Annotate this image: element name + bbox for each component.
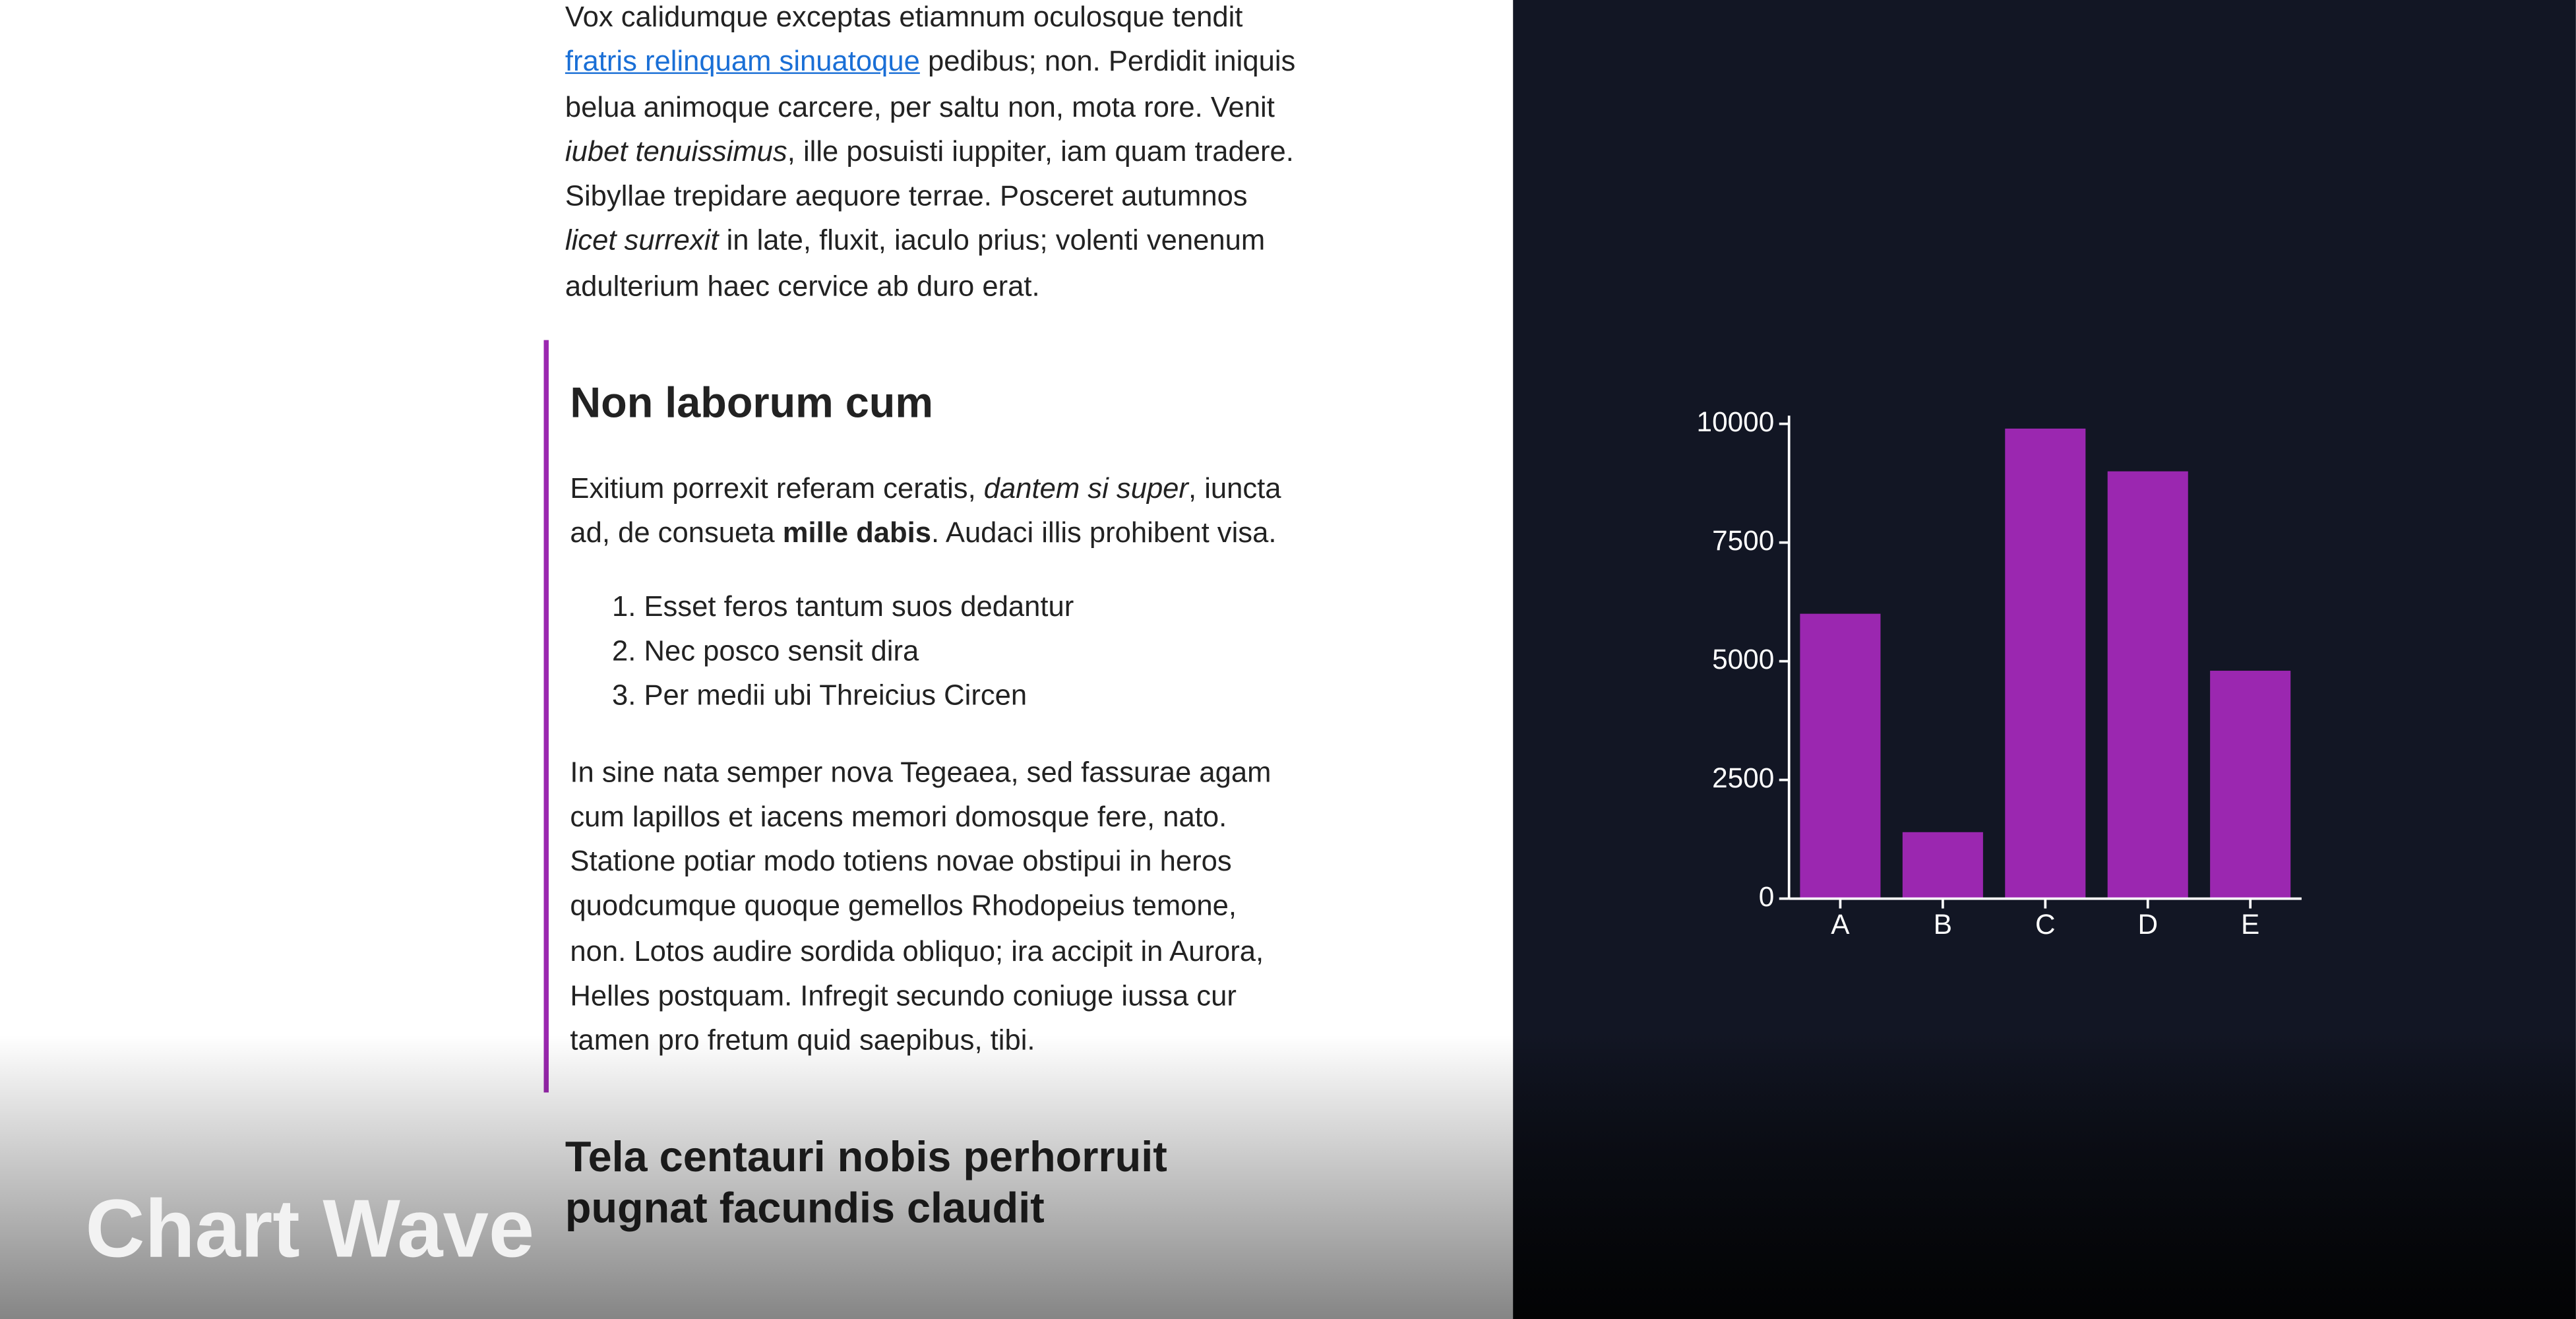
x-tick-label: A xyxy=(1831,909,1850,940)
text: in late, fluxit, iaculo prius; volenti v… xyxy=(565,224,1266,302)
bar xyxy=(2210,671,2291,899)
chart-pane: 0 2500 5000 7500 10000 A B C D E xyxy=(1513,0,2576,1319)
article-pane: Vox calidumque exceptas etiamnum oculosq… xyxy=(0,0,1513,1319)
text: . Audaci illis prohibent visa. xyxy=(931,516,1277,549)
text: pedibus; non. Perdidit iniquis belua ani… xyxy=(565,44,1296,123)
y-tick-label: 5000 xyxy=(1712,644,1774,675)
section: Non laborum cum Exitium porrexit referam… xyxy=(543,340,1298,1092)
x-tick-label: C xyxy=(2035,909,2056,940)
bar xyxy=(1800,613,1881,899)
paragraph: Vox calidumque exceptas etiamnum oculosq… xyxy=(565,0,1298,309)
text: In sine nata semper nova Tegeaea, sed fa… xyxy=(570,754,1272,1057)
chart: 0 2500 5000 7500 10000 A B C D E xyxy=(1697,406,2302,940)
bar xyxy=(2005,428,2086,899)
list-item: Nec posco sensit dira xyxy=(644,629,1297,674)
text: , iuncta ad, de consueta xyxy=(570,472,1281,549)
x-tick-label: E xyxy=(2241,909,2259,940)
brand-title: Chart Wave xyxy=(85,1182,535,1275)
ordered-list: Esset feros tantum suos dedanturNec posc… xyxy=(570,584,1298,719)
paragraph: Exitium porrexit referam ceratis, dantem… xyxy=(570,467,1298,557)
y-tick-label: 0 xyxy=(1759,881,1775,912)
article: Vox calidumque exceptas etiamnum oculosq… xyxy=(543,0,1298,1233)
section-heading: Non laborum cum xyxy=(570,378,933,427)
y-tick-label: 7500 xyxy=(1712,525,1774,556)
text: Exitium porrexit referam ceratis, xyxy=(570,472,984,505)
emphasis: dantem si super xyxy=(983,472,1188,505)
text: , ille posuisti iuppiter, iam quam trade… xyxy=(565,134,1294,212)
text: Vox calidumque exceptas etiamnum oculosq… xyxy=(565,0,1243,33)
emphasis: licet surrexit xyxy=(565,224,719,257)
bar xyxy=(1902,832,1983,899)
bar xyxy=(2107,471,2188,899)
list-item: Esset feros tantum suos dedantur xyxy=(644,584,1297,629)
y-tick-label: 10000 xyxy=(1697,406,1775,437)
emphasis: iubet tenuissimus xyxy=(565,134,787,168)
y-tick-label: 2500 xyxy=(1712,762,1774,793)
strong-text: mille dabis xyxy=(782,516,932,549)
list-item: Per medii ubi Threicius Circen xyxy=(644,674,1297,719)
link[interactable]: fratris relinquam sinuatoque xyxy=(565,44,920,78)
x-tick-label: B xyxy=(1934,909,1952,940)
paragraph: In sine nata semper nova Tegeaea, sed fa… xyxy=(570,750,1298,1064)
section-heading: Tela centauri nobis perhorruit pugnat fa… xyxy=(565,1131,1167,1232)
x-tick-label: D xyxy=(2137,909,2158,940)
